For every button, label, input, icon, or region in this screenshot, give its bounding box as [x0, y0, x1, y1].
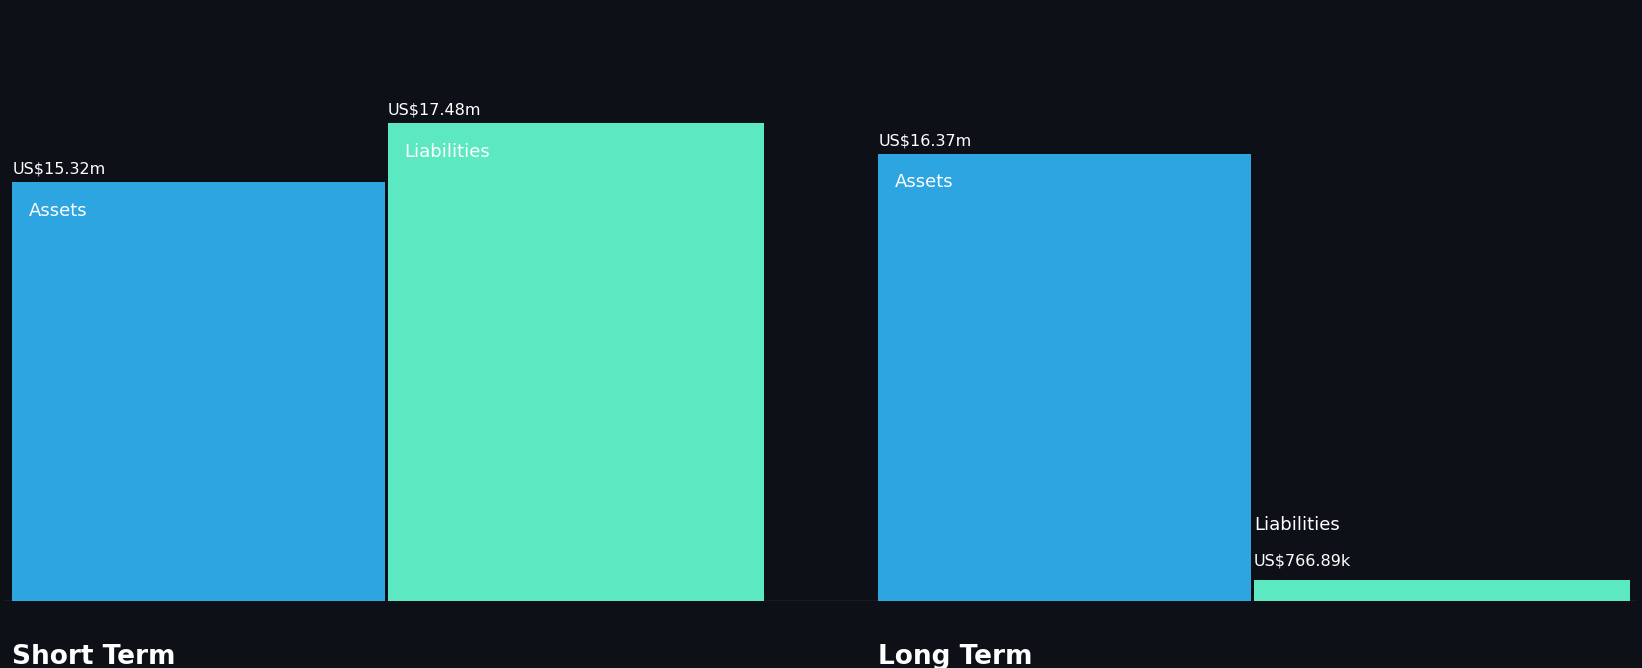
- Text: Assets: Assets: [28, 202, 87, 220]
- Text: US$17.48m: US$17.48m: [388, 103, 481, 118]
- Bar: [878, 154, 1251, 601]
- Text: Long Term: Long Term: [878, 644, 1033, 668]
- Text: Liabilities: Liabilities: [1254, 516, 1340, 534]
- Bar: [1254, 580, 1629, 601]
- Text: US$15.32m: US$15.32m: [13, 162, 105, 177]
- Text: US$16.37m: US$16.37m: [878, 133, 972, 148]
- Bar: [13, 182, 384, 601]
- Text: Short Term: Short Term: [13, 644, 176, 668]
- Text: Assets: Assets: [895, 173, 952, 191]
- Bar: [388, 124, 764, 601]
- Text: Liabilities: Liabilities: [404, 142, 491, 160]
- Text: US$766.89k: US$766.89k: [1254, 553, 1351, 568]
